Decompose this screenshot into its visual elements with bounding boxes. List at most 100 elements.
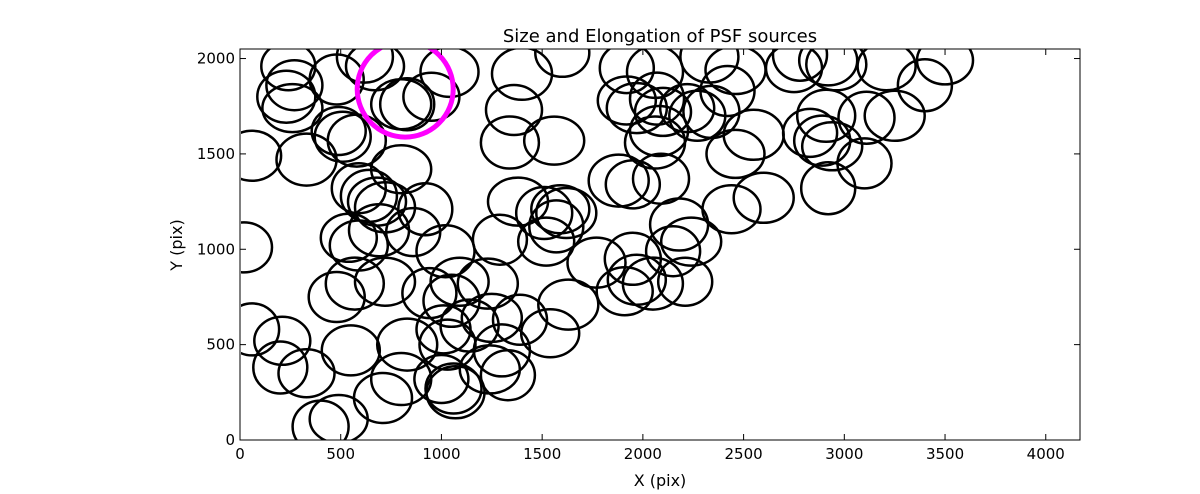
psf-source-marker <box>621 256 685 311</box>
psf-source-marker <box>425 365 486 420</box>
x-tick-label: 500 <box>326 445 355 463</box>
psf-source-marker <box>514 185 574 241</box>
psf-source-marker <box>587 153 650 208</box>
psf-source-marker <box>537 278 600 331</box>
plot-frame <box>239 48 1081 441</box>
psf-source-marker <box>516 216 576 267</box>
psf-source-marker <box>353 256 417 307</box>
psf-source-marker <box>699 64 756 118</box>
psf-source-marker <box>604 159 662 210</box>
x-tick-label: 4000 <box>1027 445 1065 463</box>
psf-source-marker <box>320 324 382 377</box>
psf-source-marker <box>836 137 893 190</box>
psf-source-marker <box>352 371 414 425</box>
psf-source-marker <box>631 152 691 205</box>
psf-source-marker <box>732 171 795 225</box>
psf-source-marker <box>596 75 658 126</box>
psf-source-marker <box>795 88 857 144</box>
psf-source-marker <box>456 257 520 310</box>
x-tick-label: 0 <box>235 445 245 463</box>
y-tick-label: 2000 <box>197 50 235 68</box>
psf-source-marker <box>413 353 470 405</box>
psf-source-marker <box>378 77 436 132</box>
psf-source-marker <box>658 82 716 134</box>
psf-source-marker <box>856 49 917 92</box>
psf-source-marker <box>479 348 537 402</box>
psf-source-marker <box>241 302 281 357</box>
psf-source-marker <box>460 292 524 344</box>
psf-source-marker <box>656 256 714 307</box>
y-tick-label: 1000 <box>197 240 235 258</box>
psf-source-marker <box>424 362 483 415</box>
psf-source-marker <box>530 183 591 235</box>
x-tick-label: 1500 <box>523 445 561 463</box>
psf-source-marker <box>764 49 824 94</box>
psf-source-marker <box>491 293 549 347</box>
psf-source-marker <box>335 49 395 84</box>
psf-source-marker <box>863 89 926 143</box>
psf-source-marker <box>256 69 317 124</box>
psf-source-marker <box>330 161 388 215</box>
y-tick-label: 1500 <box>197 145 235 163</box>
psf-source-marker <box>519 307 581 359</box>
chart-title: Size and Elongation of PSF sources <box>503 26 817 47</box>
psf-source-marker <box>471 213 529 266</box>
x-tick-label: 3500 <box>926 445 964 463</box>
psf-source-marker <box>528 199 585 254</box>
psf-source-marker <box>484 83 544 137</box>
psf-source-marker <box>324 256 386 311</box>
psf-source-marker <box>535 186 598 240</box>
psf-source-marker <box>326 113 388 168</box>
psf-source-marker <box>241 221 274 274</box>
psf-source-marker <box>623 115 687 170</box>
psf-source-marker <box>419 49 480 99</box>
psf-source-marker <box>479 115 541 170</box>
psf-source-marker <box>799 160 857 216</box>
psf-source-marker <box>347 202 411 258</box>
psf-source-marker <box>241 129 283 183</box>
y-tick-label: 500 <box>206 336 235 354</box>
psf-source-marker <box>307 270 366 324</box>
psf-source-marker <box>701 183 762 235</box>
y-tick-label: 0 <box>225 431 235 449</box>
psf-source-marker <box>261 82 324 134</box>
highlighted-source-marker <box>354 49 456 140</box>
psf-source-marker <box>308 393 369 440</box>
psf-source-marker <box>375 317 439 372</box>
psf-source-marker <box>429 256 490 307</box>
x-axis-label: X (pix) <box>634 471 687 490</box>
x-tick-label: 1000 <box>422 445 460 463</box>
psf-source-marker <box>628 71 686 126</box>
psf-source-marker <box>598 49 656 95</box>
psf-source-marker <box>253 315 312 367</box>
psf-source-marker <box>534 49 591 79</box>
psf-source-marker <box>313 110 372 163</box>
psf-source-marker <box>490 49 554 102</box>
psf-source-marker <box>771 49 829 82</box>
psf-source-marker <box>705 128 766 180</box>
psf-source-marker <box>522 115 586 166</box>
psf-source-marker <box>310 105 367 157</box>
psf-source-marker <box>644 224 702 278</box>
x-tick-label: 2000 <box>624 445 662 463</box>
psf-source-marker <box>384 206 442 258</box>
y-axis-label: Y (pix) <box>167 219 186 271</box>
x-tick-label: 3000 <box>825 445 863 463</box>
psf-source-marker <box>319 212 379 264</box>
psf-source-marker <box>800 121 864 172</box>
psf-source-marker <box>792 114 852 167</box>
axis-ticks: 0 500 1000 1500 2000 2500 3000 3500 4000 0 500 1000… <box>197 49 1080 463</box>
psf-source-marker <box>659 216 723 267</box>
psf-source-marker <box>781 107 839 159</box>
psf-source-marker <box>915 49 975 86</box>
psf-source-marker <box>277 347 336 399</box>
psf-source-marker <box>633 86 693 138</box>
psf-source-marker <box>896 57 954 113</box>
psf-source-marker <box>595 265 654 317</box>
x-tick-label: 2500 <box>725 445 763 463</box>
psf-source-marker <box>837 90 896 145</box>
plot-area-markers <box>241 49 975 440</box>
psf-source-marker <box>265 58 324 112</box>
